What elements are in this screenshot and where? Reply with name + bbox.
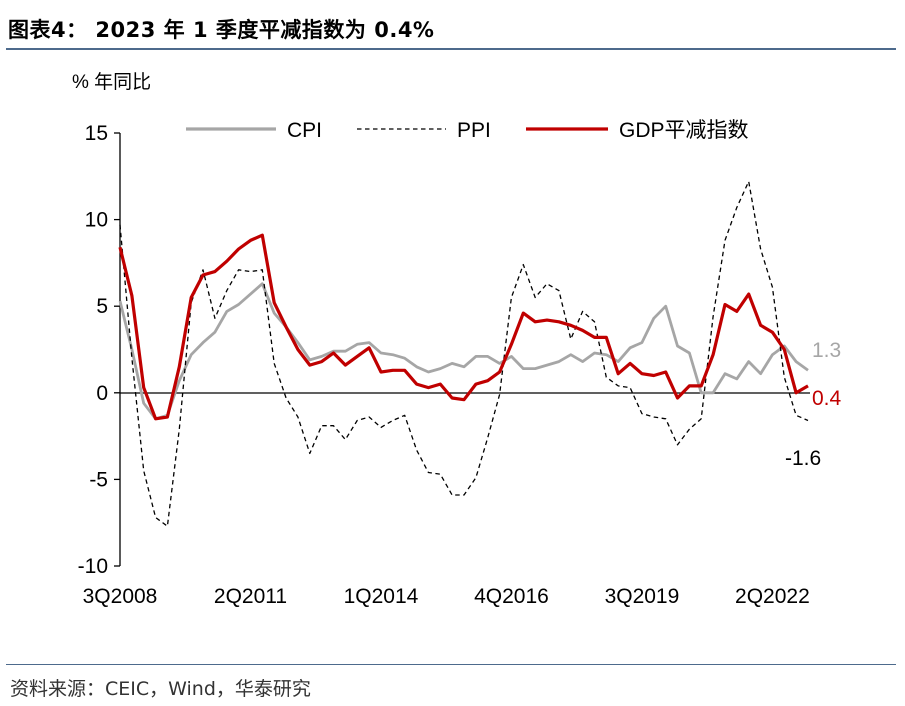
y-tick-label: -5	[89, 468, 108, 491]
x-tick-label: 3Q2008	[83, 585, 158, 608]
series-line-gdp-deflator	[118, 233, 809, 421]
legend-label-gdp-deflator: GDP平减指数	[619, 119, 749, 142]
end-value-label: 1.3	[812, 339, 841, 362]
y-tick-label: 10	[85, 209, 108, 232]
y-tick-label: 5	[96, 295, 108, 318]
x-axis: 3Q2008 2Q2011 1Q2014 4Q2016 3Q2019 2Q2022	[83, 392, 810, 608]
legend-label-ppi: PPI	[457, 119, 491, 142]
y-tick-label: -10	[78, 555, 108, 578]
source-note: 资料来源：CEIC，Wind，华泰研究	[10, 678, 311, 700]
end-labels: 1.3 0.4 -1.6	[785, 339, 842, 470]
end-value-label: -1.6	[785, 447, 821, 470]
x-tick-label: 4Q2016	[474, 585, 549, 608]
series-line-ppi	[119, 180, 809, 527]
y-tick-label: 0	[96, 382, 108, 405]
legend-label-cpi: CPI	[287, 119, 322, 142]
legend: CPI PPI GDP平减指数	[186, 119, 749, 142]
y-unit-label: % 年同比	[72, 71, 151, 93]
x-tick-label: 3Q2019	[605, 585, 680, 608]
end-value-label: 0.4	[812, 387, 842, 410]
y-axis: 15 10 5 0 -5 -10	[78, 122, 121, 578]
footer-divider	[6, 664, 896, 665]
series-layer	[118, 180, 809, 527]
x-tick-label: 2Q2011	[214, 585, 287, 608]
y-tick-label: 15	[85, 122, 108, 145]
x-tick-label: 1Q2014	[344, 585, 419, 608]
series-line-cpi	[118, 282, 809, 421]
figure-title: 图表4： 2023 年 1 季度平减指数为 0.4%	[8, 18, 435, 42]
header-divider	[6, 48, 896, 50]
x-tick-label: 2Q2022	[735, 585, 810, 608]
